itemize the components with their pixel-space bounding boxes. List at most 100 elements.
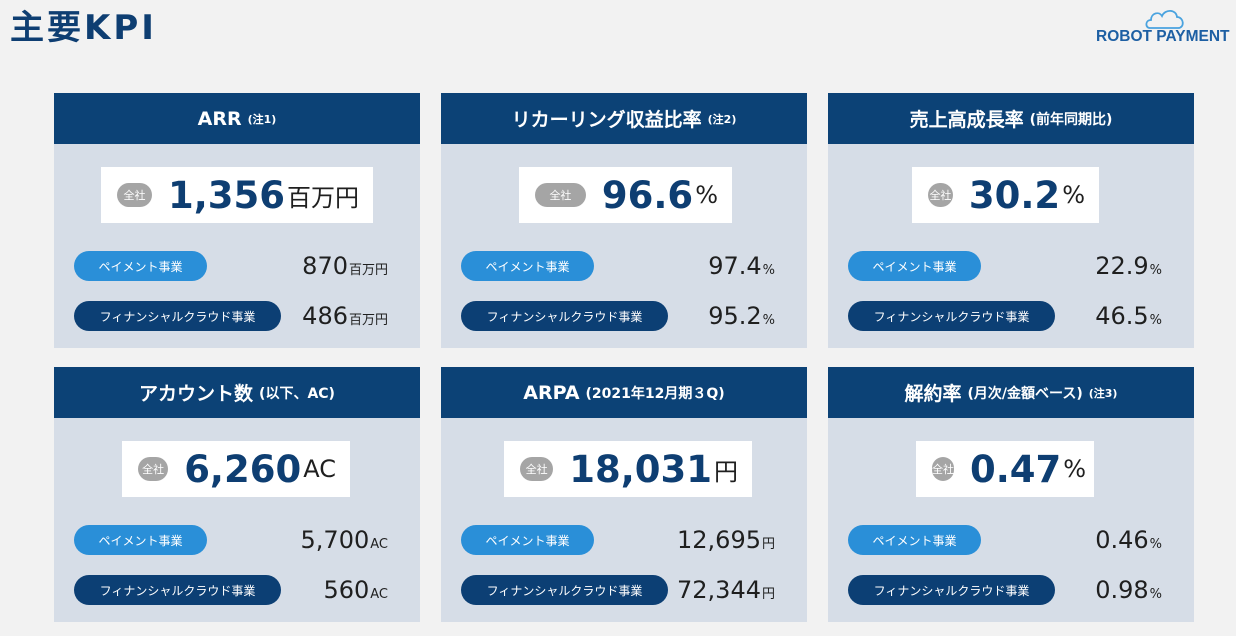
- segment-pill-financial-cloud: フィナンシャルクラウド事業: [74, 575, 281, 605]
- value: 0.46: [1095, 526, 1149, 554]
- card-note: (注2): [707, 112, 737, 126]
- unit: %: [1149, 587, 1162, 602]
- card-title: 解約率: [904, 383, 962, 405]
- segment-pill-financial-cloud: フィナンシャルクラウド事業: [74, 301, 281, 331]
- segment-pill-payment: ペイメント事業: [848, 251, 981, 281]
- total-unit: %: [1062, 181, 1085, 209]
- total-value: 1,356: [167, 173, 285, 217]
- kpi-card-sales-growth: 売上高成長率 (前年同期比) 全社 30.2 % ペイメント事業 22.9% フ…: [828, 93, 1194, 348]
- value: 46.5: [1095, 302, 1149, 330]
- card-header: ARR (注1): [54, 93, 420, 144]
- total-label-pill: 全社: [535, 183, 586, 207]
- card-header: 解約率 (月次/金額ベース) (注3): [828, 367, 1194, 418]
- card-subtitle: (2021年12月期３Q): [585, 385, 725, 402]
- segment-value-payment: 12,695円: [677, 525, 775, 560]
- card-header: 売上高成長率 (前年同期比): [828, 93, 1194, 144]
- card-note: (注3): [1088, 386, 1118, 400]
- segment-value-payment: 0.46%: [1095, 525, 1162, 560]
- total-value: 96.6: [601, 173, 694, 217]
- segment-pill-payment: ペイメント事業: [74, 251, 207, 281]
- value: 486: [302, 302, 348, 330]
- card-title: ARR: [197, 107, 242, 130]
- logo-text: ROBOT PAYMENT: [1096, 28, 1230, 45]
- kpi-card-churn-rate: 解約率 (月次/金額ベース) (注3) 全社 0.47 % ペイメント事業 0.…: [828, 367, 1194, 622]
- kpi-card-arpa: ARPA (2021年12月期３Q) 全社 18,031 円 ペイメント事業 1…: [441, 367, 807, 622]
- value: 0.98: [1095, 576, 1149, 604]
- segment-value-financial-cloud: 46.5%: [1095, 301, 1162, 336]
- total-box: 全社 6,260 AC: [122, 441, 350, 497]
- total-unit: %: [695, 181, 718, 209]
- unit: 百万円: [348, 263, 388, 278]
- unit: %: [1149, 313, 1162, 328]
- value: 12,695: [677, 526, 761, 554]
- value: 72,344: [677, 576, 761, 604]
- card-header: リカーリング収益比率 (注2): [441, 93, 807, 144]
- total-label-pill: 全社: [138, 457, 169, 481]
- segment-value-payment: 870百万円: [302, 251, 388, 286]
- page-title: 主要KPI: [10, 8, 157, 48]
- card-title: アカウント数: [139, 383, 254, 405]
- total-value: 30.2: [968, 173, 1061, 217]
- value: 97.4: [708, 252, 762, 280]
- segment-value-payment: 22.9%: [1095, 251, 1162, 286]
- card-title: ARPA: [523, 381, 580, 404]
- unit: AC: [370, 587, 388, 602]
- unit: 円: [761, 537, 775, 552]
- value: 560: [323, 576, 370, 604]
- value: 870: [302, 252, 348, 280]
- segment-pill-payment: ペイメント事業: [461, 251, 594, 281]
- unit: %: [762, 313, 775, 328]
- total-value: 6,260: [184, 447, 302, 491]
- unit: AC: [370, 537, 388, 552]
- segment-pill-payment: ペイメント事業: [74, 525, 207, 555]
- segment-pill-financial-cloud: フィナンシャルクラウド事業: [461, 301, 668, 331]
- segment-value-financial-cloud: 560AC: [323, 575, 388, 610]
- total-label-pill: 全社: [520, 457, 554, 481]
- robot-payment-logo: ROBOT PAYMENT: [1094, 8, 1236, 48]
- segment-value-payment: 97.4%: [708, 251, 775, 286]
- total-box: 全社 1,356 百万円: [101, 167, 373, 223]
- total-unit: 円: [714, 457, 738, 486]
- unit: 円: [761, 587, 775, 602]
- total-box: 全社 96.6 %: [519, 167, 732, 223]
- total-unit: 百万円: [287, 183, 359, 212]
- segment-value-financial-cloud: 95.2%: [708, 301, 775, 336]
- total-box: 全社 0.47 %: [916, 441, 1094, 497]
- total-label-pill: 全社: [928, 183, 953, 207]
- unit: %: [1149, 537, 1162, 552]
- segment-pill-financial-cloud: フィナンシャルクラウド事業: [461, 575, 668, 605]
- card-subtitle: (月次/金額ベース): [967, 385, 1083, 402]
- value: 5,700: [300, 526, 370, 554]
- card-header: アカウント数 (以下、AC): [54, 367, 420, 418]
- segment-value-payment: 5,700AC: [301, 525, 388, 560]
- value: 22.9: [1095, 252, 1149, 280]
- card-title: リカーリング収益比率: [511, 109, 702, 131]
- cloud-icon: [1145, 9, 1184, 29]
- total-value: 0.47: [970, 447, 1062, 491]
- card-note: (注1): [247, 112, 277, 126]
- segment-value-financial-cloud: 486百万円: [302, 301, 388, 336]
- total-unit: AC: [303, 455, 336, 483]
- kpi-card-arr: ARR (注1) 全社 1,356 百万円 ペイメント事業 870百万円 フィナ…: [54, 93, 420, 348]
- unit: %: [762, 263, 775, 278]
- segment-pill-payment: ペイメント事業: [461, 525, 594, 555]
- total-unit: %: [1063, 455, 1087, 483]
- unit: 百万円: [348, 313, 388, 328]
- total-label-pill: 全社: [932, 457, 954, 481]
- card-header: ARPA (2021年12月期３Q): [441, 367, 807, 418]
- card-title: 売上高成長率: [909, 109, 1024, 131]
- segment-value-financial-cloud: 0.98%: [1095, 575, 1162, 610]
- total-value: 18,031: [569, 447, 712, 491]
- total-box: 全社 18,031 円: [504, 441, 752, 497]
- segment-pill-financial-cloud: フィナンシャルクラウド事業: [848, 575, 1055, 605]
- kpi-card-account-count: アカウント数 (以下、AC) 全社 6,260 AC ペイメント事業 5,700…: [54, 367, 420, 622]
- card-subtitle: (以下、AC): [259, 385, 335, 402]
- segment-pill-financial-cloud: フィナンシャルクラウド事業: [848, 301, 1055, 331]
- unit: %: [1149, 263, 1162, 278]
- card-subtitle: (前年同期比): [1029, 111, 1113, 128]
- value: 95.2: [708, 302, 762, 330]
- total-label-pill: 全社: [117, 183, 152, 207]
- segment-value-financial-cloud: 72,344円: [677, 575, 775, 610]
- segment-pill-payment: ペイメント事業: [848, 525, 981, 555]
- total-box: 全社 30.2 %: [912, 167, 1099, 223]
